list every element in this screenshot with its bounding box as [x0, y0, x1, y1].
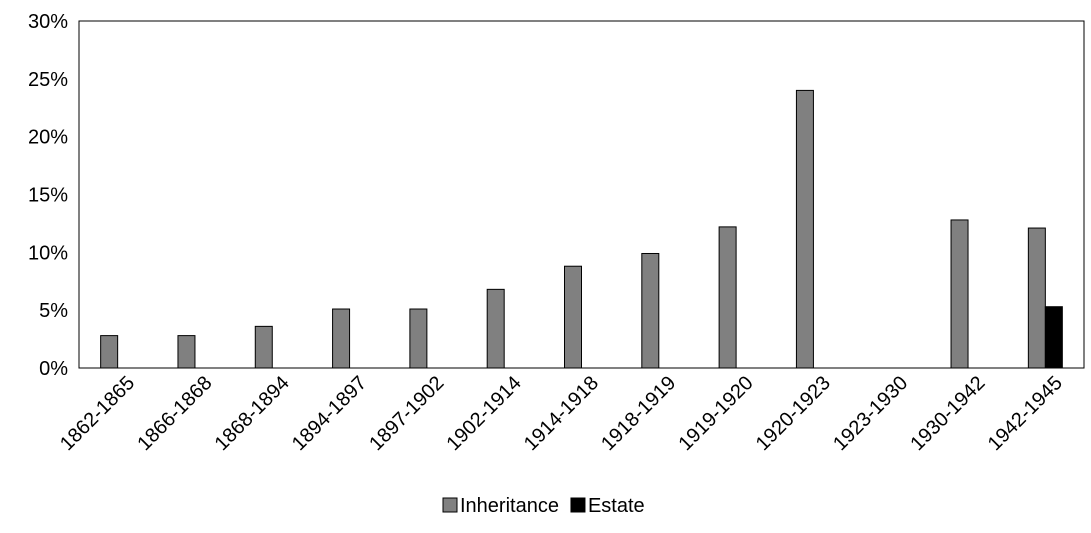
- x-tick-label: 1897-1902: [365, 372, 448, 455]
- y-tick-label: 20%: [28, 127, 68, 149]
- legend-swatch-estate: [570, 497, 586, 513]
- bar-inheritance-1918-1919: [641, 252, 660, 369]
- bar-inheritance-1894-1897: [332, 308, 351, 369]
- legend: Inheritance Estate: [442, 495, 645, 517]
- bar-inheritance-1902-1914: [486, 288, 505, 369]
- bar-inheritance-1862-1865: [100, 335, 119, 369]
- legend-label-estate: Estate: [588, 495, 645, 517]
- y-tick-label: 15%: [28, 185, 68, 207]
- legend-label-inheritance: Inheritance: [460, 495, 559, 517]
- legend-swatch-inheritance: [442, 497, 458, 513]
- bar-inheritance-1942-1945: [1027, 227, 1046, 369]
- x-tick-label: 1920-1923: [752, 372, 835, 455]
- bar-inheritance-1914-1918: [564, 265, 582, 369]
- x-tick-label: 1868-1894: [211, 372, 294, 455]
- x-tick-label: 1918-1919: [597, 372, 680, 455]
- bar-inheritance-1919-1920: [718, 226, 737, 369]
- bars: [100, 89, 1063, 369]
- x-tick-label: 1902-1914: [443, 372, 526, 455]
- y-tick-label: 5%: [39, 300, 68, 322]
- y-tick-label: 10%: [28, 242, 68, 264]
- x-tick-label: 1919-1920: [674, 372, 757, 455]
- bar-inheritance-1868-1894: [254, 325, 273, 369]
- bar-inheritance-1920-1923: [795, 89, 814, 369]
- bar-inheritance-1866-1868: [177, 335, 196, 369]
- x-tick-label: 1914-1918: [520, 372, 603, 455]
- bar-estate-1942-1945: [1044, 306, 1063, 369]
- x-tick-label: 1923-1930: [829, 372, 912, 455]
- bar-inheritance-1930-1942: [950, 219, 969, 369]
- x-tick-label: 1862-1865: [56, 372, 139, 455]
- y-axis: 0% 5% 10% 15% 20% 25% 30%: [28, 11, 68, 380]
- bar-inheritance-1897-1902: [409, 308, 428, 369]
- x-tick-label: 1894-1897: [288, 372, 371, 455]
- x-tick-label: 1930-1942: [906, 372, 989, 455]
- x-tick-label: 1866-1868: [133, 372, 216, 455]
- y-tick-label: 0%: [39, 358, 68, 380]
- y-tick-label: 25%: [28, 69, 68, 91]
- x-axis: 1862-18651866-18681868-18941894-18971897…: [56, 372, 1067, 455]
- y-tick-label: 30%: [28, 11, 68, 33]
- x-tick-label: 1942-1945: [984, 372, 1067, 455]
